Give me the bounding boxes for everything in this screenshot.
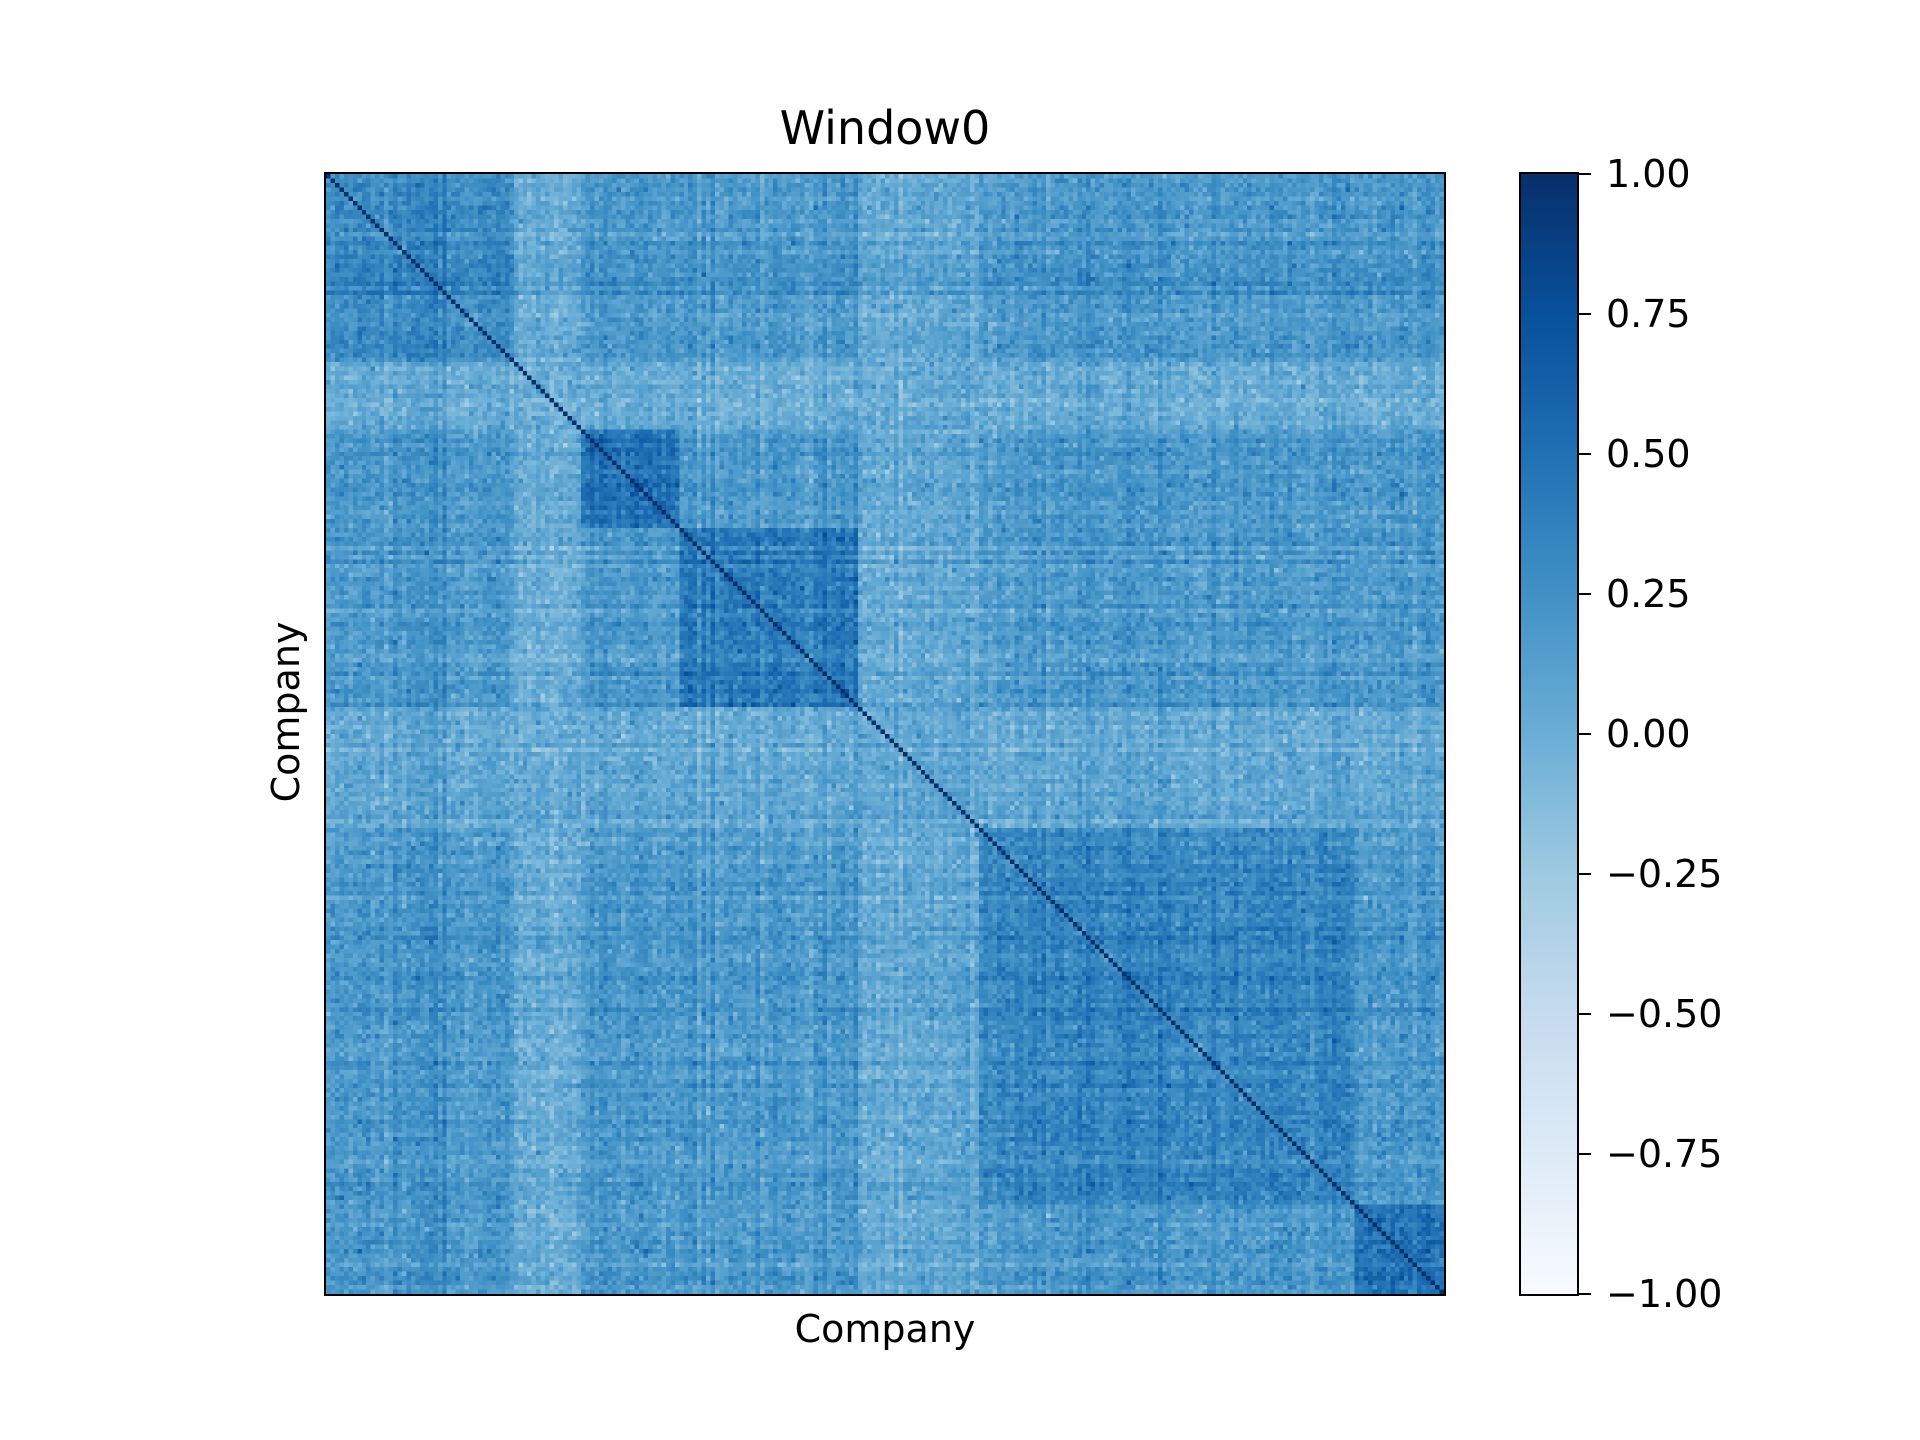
colorbar-tick — [1577, 313, 1591, 315]
colorbar-tick-label: −0.25 — [1606, 852, 1723, 896]
colorbar-tick — [1577, 1153, 1591, 1155]
colorbar-tick — [1577, 173, 1591, 175]
chart-title: Window0 — [779, 101, 991, 155]
colorbar-tick-label: 0.25 — [1606, 572, 1691, 616]
colorbar-tick-label: 0.75 — [1606, 292, 1691, 336]
colorbar-tick — [1577, 1293, 1591, 1295]
colorbar-tick — [1577, 1013, 1591, 1015]
colorbar-tick — [1577, 733, 1591, 735]
colorbar — [1521, 174, 1577, 1294]
colorbar-tick-label: 1.00 — [1606, 152, 1691, 196]
colorbar-tick-label: 0.00 — [1606, 712, 1691, 756]
correlation-heatmap — [326, 174, 1444, 1294]
colorbar-tick — [1577, 453, 1591, 455]
colorbar-tick-label: −0.50 — [1606, 992, 1723, 1036]
colorbar-tick — [1577, 873, 1591, 875]
colorbar-tick — [1577, 593, 1591, 595]
x-axis-label: Company — [794, 1307, 976, 1351]
y-axis-label: Company — [264, 621, 308, 803]
colorbar-tick-label: −0.75 — [1606, 1132, 1723, 1176]
colorbar-tick-label: 0.50 — [1606, 432, 1691, 476]
colorbar-tick-label: −1.00 — [1606, 1272, 1723, 1316]
